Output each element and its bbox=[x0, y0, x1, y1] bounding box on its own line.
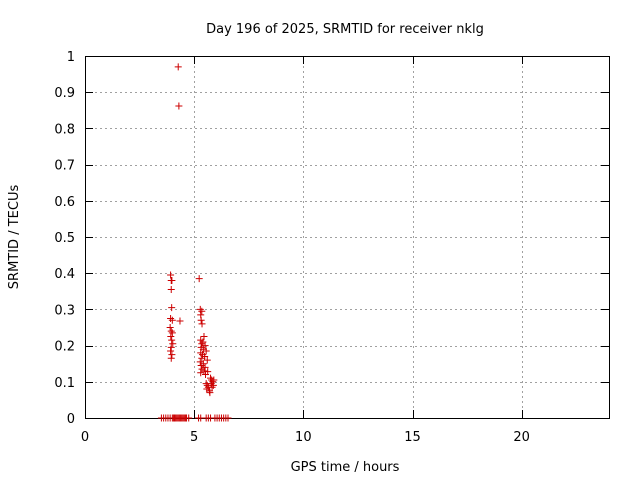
y-tick-label: 1 bbox=[67, 50, 75, 65]
data-point bbox=[167, 333, 175, 341]
data-point bbox=[201, 342, 209, 350]
data-point bbox=[185, 414, 193, 422]
y-tick-label: 0.3 bbox=[54, 303, 75, 318]
data-point bbox=[175, 102, 183, 110]
data-point bbox=[176, 317, 184, 325]
data-point bbox=[167, 347, 175, 355]
data-point bbox=[197, 362, 205, 370]
data-point bbox=[197, 349, 205, 357]
data-point bbox=[197, 369, 205, 377]
x-tick-label: 10 bbox=[295, 430, 312, 445]
data-point bbox=[167, 354, 175, 362]
y-tick-label: 0.9 bbox=[54, 86, 75, 101]
data-point bbox=[167, 271, 175, 279]
data-point bbox=[167, 285, 175, 293]
data-point bbox=[210, 376, 218, 384]
data-point bbox=[166, 324, 174, 331]
data-point bbox=[174, 63, 182, 71]
y-tick-label: 0.1 bbox=[54, 376, 75, 391]
data-point bbox=[197, 316, 205, 324]
x-tick-label: 0 bbox=[81, 430, 89, 445]
grid-lines bbox=[85, 56, 609, 418]
data-point bbox=[168, 316, 176, 324]
data-point bbox=[206, 389, 214, 397]
y-tick-label: 0.8 bbox=[54, 122, 75, 137]
data-point bbox=[169, 340, 177, 348]
data-point bbox=[201, 352, 209, 360]
data-point bbox=[208, 383, 216, 391]
data-points bbox=[157, 63, 232, 422]
data-point bbox=[200, 333, 208, 341]
y-tick-label: 0.4 bbox=[54, 267, 75, 282]
data-point bbox=[198, 307, 206, 315]
data-point bbox=[202, 347, 210, 355]
data-point bbox=[168, 329, 176, 337]
data-point bbox=[224, 414, 232, 422]
data-point bbox=[199, 338, 207, 346]
y-tick-label: 0.5 bbox=[54, 231, 75, 246]
x-axis-label: GPS time / hours bbox=[291, 460, 400, 475]
x-tick-label: 20 bbox=[513, 430, 530, 445]
data-point bbox=[202, 371, 210, 379]
data-point bbox=[199, 345, 207, 353]
data-point bbox=[167, 314, 175, 322]
data-point bbox=[168, 304, 176, 312]
data-point bbox=[168, 351, 176, 359]
y-axis-label: SRMTID / TECUs bbox=[7, 185, 22, 290]
y-tick-label: 0.6 bbox=[54, 195, 75, 210]
data-point bbox=[209, 378, 217, 386]
chart-title: Day 196 of 2025, SRMTID for receiver nkl… bbox=[206, 22, 484, 37]
x-tick-label: 15 bbox=[404, 430, 421, 445]
y-tick-label: 0.2 bbox=[54, 340, 75, 355]
data-point bbox=[168, 336, 176, 344]
data-point bbox=[198, 340, 206, 348]
data-point bbox=[196, 358, 204, 366]
y-tick-label: 0 bbox=[67, 412, 75, 427]
data-point bbox=[198, 320, 206, 328]
y-tick-label: 0.7 bbox=[54, 159, 75, 174]
x-tick-label: 5 bbox=[190, 430, 198, 445]
data-point bbox=[167, 343, 175, 351]
axis-ticks bbox=[85, 56, 609, 419]
data-point bbox=[200, 367, 208, 375]
data-point bbox=[201, 363, 209, 371]
data-point bbox=[168, 276, 176, 284]
data-point bbox=[203, 356, 211, 364]
data-point bbox=[195, 275, 203, 283]
data-point bbox=[198, 354, 206, 362]
data-point bbox=[207, 374, 215, 382]
